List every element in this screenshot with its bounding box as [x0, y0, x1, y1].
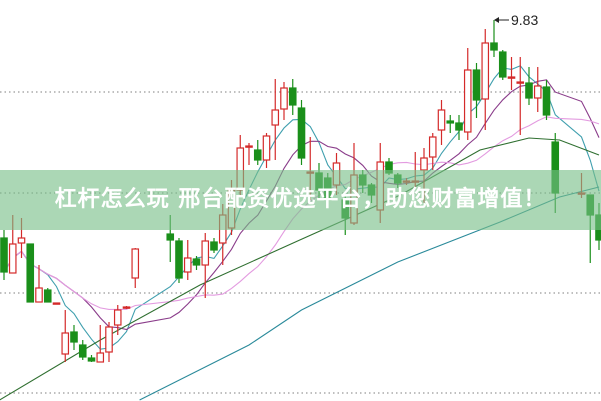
candle-up: [428, 133, 437, 170]
candle-body: [463, 69, 472, 133]
candle-down: [297, 100, 306, 165]
candle-up: [131, 248, 140, 288]
candle-down: [43, 288, 52, 303]
candle-up: [61, 310, 70, 362]
candle-body: [105, 326, 113, 353]
candle-body: [245, 145, 253, 148]
candle-body: [87, 357, 96, 362]
candle-up: [463, 48, 472, 140]
candle-down: [175, 238, 183, 283]
candle-body: [70, 331, 78, 343]
annotation-arrow-icon: [494, 17, 499, 23]
candle-down: [0, 230, 8, 280]
banner-text: 杠杆怎么玩 邢台配资优选平台，助您财富增值！: [54, 187, 547, 212]
high-price-label: 9.83: [511, 12, 538, 28]
candle-up: [201, 233, 210, 298]
candle-body: [472, 69, 481, 101]
ma10-line: [3, 79, 600, 331]
candle-body: [428, 136, 437, 158]
candle-body: [280, 87, 288, 110]
candle-body: [446, 120, 455, 124]
candle-body: [131, 248, 140, 279]
candle-up: [96, 325, 105, 363]
candle-body: [52, 302, 61, 305]
candle-body: [498, 51, 507, 78]
candle-body: [525, 82, 533, 99]
candle-up: [105, 322, 113, 362]
candle-body: [43, 289, 52, 303]
candle-body: [26, 243, 35, 303]
candle-up: [35, 265, 43, 303]
candle-up: [437, 100, 446, 145]
candle-body: [96, 352, 105, 363]
candle-up: [516, 57, 525, 135]
candle-body: [166, 233, 175, 241]
ma5-line: [3, 65, 600, 350]
candle-body: [192, 258, 201, 266]
candle-body: [437, 109, 446, 131]
candle-body: [113, 309, 122, 326]
candle-down: [87, 355, 96, 362]
candle-body: [297, 107, 306, 159]
candle-up: [271, 79, 280, 160]
candle-up: [280, 82, 288, 120]
candle-body: [271, 109, 280, 126]
candle-down: [542, 80, 551, 120]
candle-down: [446, 115, 455, 133]
candle-down: [490, 20, 498, 57]
candle-body: [516, 81, 525, 84]
high-annotation: 9.83: [494, 12, 538, 28]
candle-body: [533, 85, 542, 99]
candle-body: [455, 122, 463, 131]
candle-body: [288, 87, 297, 106]
candle-down: [26, 243, 35, 303]
candle-body: [0, 237, 8, 273]
candle-up: [122, 306, 131, 309]
candle-body: [8, 243, 17, 274]
candle-body: [490, 42, 498, 51]
candle-body: [253, 149, 262, 161]
candle-body: [35, 287, 43, 303]
candle-down: [455, 115, 463, 140]
candle-body: [420, 157, 428, 171]
candle-body: [507, 76, 516, 79]
candle-up: [533, 67, 542, 112]
candle-body: [481, 42, 490, 100]
candle-down: [70, 325, 78, 350]
candle-body: [183, 257, 192, 273]
candle-up: [507, 57, 516, 90]
candle-up: [52, 302, 61, 305]
candle-down: [192, 256, 201, 270]
candle-up: [262, 133, 271, 168]
candle-down: [288, 79, 297, 115]
candle-up: [183, 240, 192, 280]
candle-down: [210, 238, 218, 253]
candle-body: [262, 135, 271, 161]
candle-body: [17, 237, 26, 244]
candle-body: [61, 332, 70, 355]
candle-down: [525, 67, 533, 105]
candle-down: [253, 140, 262, 165]
candle-body: [175, 240, 183, 279]
candle-up: [481, 29, 490, 130]
candle-down: [472, 63, 481, 118]
candle-down: [78, 340, 87, 360]
candle-body: [542, 86, 551, 116]
candle-down: [498, 50, 507, 80]
candle-body: [122, 306, 131, 309]
candle-up: [113, 305, 122, 335]
candle-body: [78, 344, 87, 358]
promo-banner: 杠杆怎么玩 邢台配资优选平台，助您财富增值！: [0, 170, 601, 230]
candle-body: [210, 241, 218, 251]
candle-body: [201, 240, 210, 266]
candle-up: [245, 143, 253, 165]
